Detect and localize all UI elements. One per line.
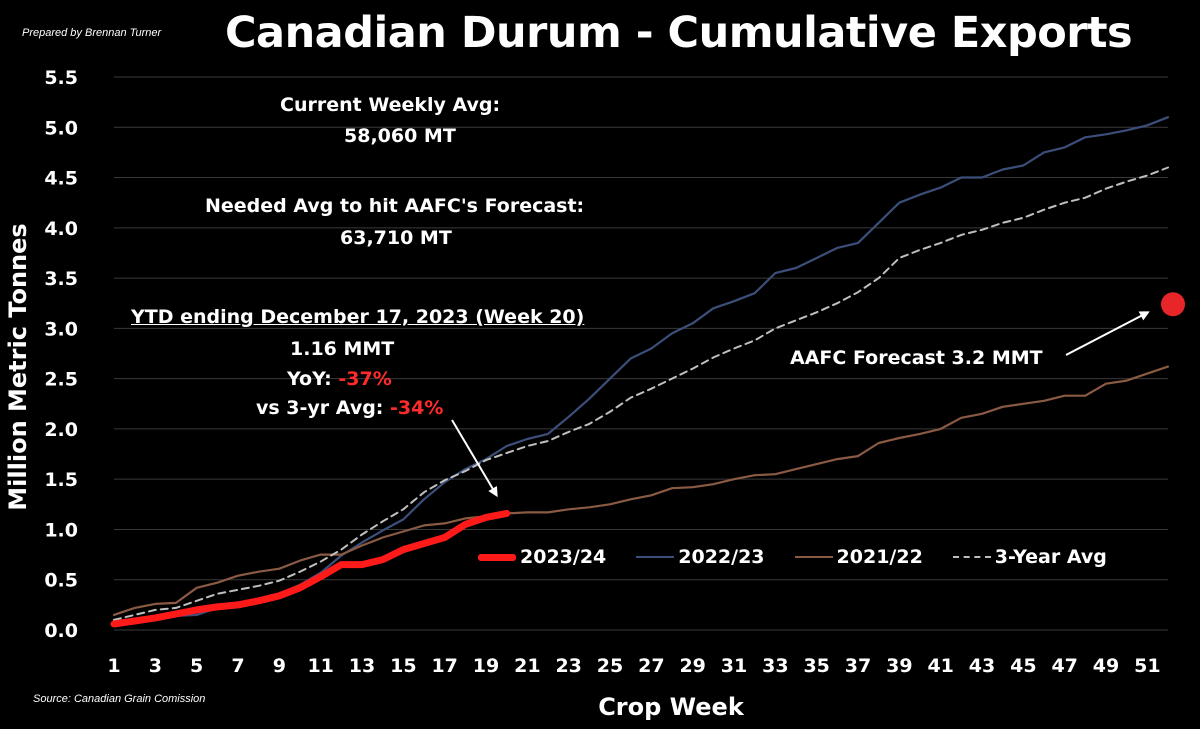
y-tick-label: 5.5: [44, 67, 78, 89]
needed-avg-label: Needed Avg to hit AAFC's Forecast:: [205, 195, 585, 217]
gridlines: [114, 76, 1168, 631]
x-tick-label: 5: [190, 655, 203, 677]
series-line-2021-22: [112, 365, 1170, 617]
source-note: Source: Canadian Grain Comission: [33, 693, 206, 705]
x-tick-label: 39: [886, 655, 912, 677]
needed-avg-value: 63,710 MT: [340, 227, 452, 249]
y-tick-label: 5.0: [44, 117, 78, 139]
series-line-3-year-avg: [113, 166, 1169, 621]
x-tick-label: 13: [349, 655, 375, 677]
y-tick-label: 1.5: [44, 469, 78, 491]
yoy-label: YoY:: [287, 368, 332, 390]
vs-3yr-label: vs 3-yr Avg:: [256, 397, 384, 419]
legend-item-3yr-avg: 3-Year Avg: [952, 546, 1107, 568]
legend-label-3yr-avg: 3-Year Avg: [994, 546, 1107, 568]
x-tick-label: 17: [431, 655, 457, 677]
vs-3yr-stat: vs 3-yr Avg: -34%: [256, 397, 443, 419]
legend-label-2023-24: 2023/24: [520, 546, 607, 568]
annotation-arrows: [451, 311, 1150, 498]
x-tick-label: 21: [514, 655, 540, 677]
x-tick-label: 23: [555, 655, 581, 677]
x-tick-label: 15: [390, 655, 416, 677]
x-tick-label: 33: [762, 655, 788, 677]
ytd-heading: YTD ending December 17, 2023 (Week 20): [131, 306, 585, 328]
series-lines: [110, 116, 1185, 628]
prepared-by: Prepared by Brennan Turner: [22, 27, 162, 39]
chart-title: Canadian Durum - Cumulative Exports: [225, 8, 1133, 58]
y-tick-label: 2.5: [44, 369, 78, 391]
x-axis-label: Crop Week: [598, 693, 745, 721]
y-tick-label: 4.5: [44, 168, 78, 190]
y-tick-labels: 0.0 0.5 1.0 1.5 2.0 2.5 3.0 3.5 4.0 4.5 5.0 5.5: [44, 67, 78, 642]
legend-swatch-2021-22: [794, 556, 833, 558]
y-tick-label: 0.5: [44, 570, 78, 592]
weekly-avg-label: Current Weekly Avg:: [280, 94, 501, 116]
series-line-2023-24: [110, 509, 511, 628]
x-tick-label: 31: [721, 655, 747, 677]
ytd-arrow: [451, 419, 498, 498]
forecast-point: [1161, 292, 1185, 317]
y-tick-label: 2.0: [44, 419, 78, 441]
legend-item-2022-23: 2022/23: [636, 546, 765, 568]
y-tick-label: 1.0: [44, 519, 78, 541]
yoy-stat: YoY: -37%: [287, 368, 392, 390]
legend-item-2021-22: 2021/22: [794, 546, 923, 568]
x-tick-label: 7: [231, 655, 244, 677]
x-tick-labels: 1 3 5 7 9 11 13 15 17 19 21 23 25 27 29 31 33 35 37 39 41 43 4…: [107, 655, 1160, 677]
legend: 2023/24 2022/23 2021/22 3-Year Avg: [478, 546, 1137, 568]
ytd-value: 1.16 MMT: [290, 338, 395, 360]
legend-item-2023-24: 2023/24: [478, 546, 606, 568]
y-tick-label: 3.0: [44, 318, 78, 340]
x-tick-label: 3: [149, 655, 162, 677]
legend-swatch-2023-24: [478, 553, 516, 561]
y-axis-label: Million Metric Tonnes: [4, 223, 32, 510]
x-tick-label: 11: [307, 655, 333, 677]
x-tick-label: 51: [1134, 655, 1160, 677]
legend-swatch-3yr-avg: [952, 556, 991, 558]
x-tick-label: 41: [927, 655, 953, 677]
x-tick-label: 49: [1093, 655, 1119, 677]
legend-label-2021-22: 2021/22: [836, 546, 923, 568]
x-tick-label: 43: [969, 655, 995, 677]
y-tick-label: 3.5: [44, 268, 78, 290]
x-tick-label: 1: [107, 655, 120, 677]
x-tick-label: 47: [1051, 655, 1077, 677]
x-tick-label: 9: [273, 655, 286, 677]
legend-swatch-2022-23: [636, 556, 675, 558]
x-tick-label: 19: [473, 655, 499, 677]
weekly-avg-value: 58,060 MT: [344, 125, 456, 147]
x-tick-label: 45: [1010, 655, 1036, 677]
x-tick-label: 35: [803, 655, 829, 677]
x-tick-label: 25: [597, 655, 623, 677]
forecast-arrow: [1065, 311, 1150, 356]
forecast-label: AAFC Forecast 3.2 MMT: [790, 347, 1043, 369]
vs-3yr-value: -34%: [390, 397, 444, 419]
y-tick-label: 4.0: [44, 218, 78, 240]
y-tick-label: 0.0: [44, 620, 78, 642]
x-tick-label: 37: [845, 655, 871, 677]
legend-label-2022-23: 2022/23: [678, 546, 765, 568]
x-tick-label: 29: [679, 655, 705, 677]
x-tick-label: 27: [638, 655, 664, 677]
yoy-value: -37%: [338, 368, 392, 390]
